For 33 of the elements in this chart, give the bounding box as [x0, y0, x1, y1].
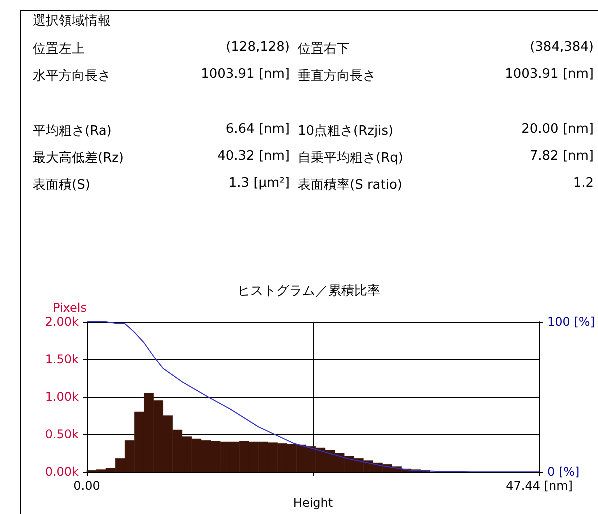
- text: 位置右下: [298, 41, 350, 58]
- y-tick-label: 2.00k: [45, 315, 80, 329]
- text: 6.64 [nm]: [226, 122, 290, 137]
- text: 20.00 [nm]: [522, 122, 594, 137]
- text: (128,128): [226, 40, 290, 55]
- x-tick-label: 0.00: [74, 479, 100, 494]
- y-tick-label: 0.50k: [45, 428, 80, 442]
- text: 平均粗さ(Ra): [33, 123, 112, 140]
- x-axis-title: Height: [293, 496, 334, 510]
- text: 自乗平均粗さ(Rq): [298, 150, 404, 167]
- x-tick-label: 47.44 [nm]: [506, 479, 573, 494]
- text: 1003.91 [nm]: [505, 67, 594, 82]
- y2-tick-label: 0 [%]: [548, 465, 580, 480]
- text: 40.32 [nm]: [218, 149, 290, 164]
- text: 1.3 [μm²]: [228, 176, 290, 191]
- text: (384,384): [530, 40, 594, 55]
- text: 10点粗さ(Rzjis): [298, 123, 394, 140]
- text: 1003.91 [nm]: [201, 67, 290, 82]
- text: 7.82 [nm]: [530, 149, 594, 164]
- text: 最大高低差(Rz): [33, 150, 124, 167]
- text: 水平方向長さ: [33, 68, 111, 85]
- text: 選択領域情報: [33, 13, 111, 30]
- chart-title: ヒストグラム／累積比率: [238, 283, 380, 299]
- text: 表面積(S): [33, 177, 90, 194]
- text: 表面積率(S ratio): [298, 177, 403, 194]
- y-tick-label: 1.00k: [45, 390, 80, 404]
- y-tick-label: 0.00k: [45, 465, 80, 480]
- text: 1.2: [573, 176, 594, 191]
- y-axis-title: Pixels: [52, 301, 87, 315]
- text: 垂直方向長さ: [298, 68, 376, 85]
- y2-tick-label: 100 [%]: [548, 315, 595, 329]
- y-tick-label: 1.50k: [45, 352, 80, 367]
- text: 位置左上: [33, 41, 85, 58]
